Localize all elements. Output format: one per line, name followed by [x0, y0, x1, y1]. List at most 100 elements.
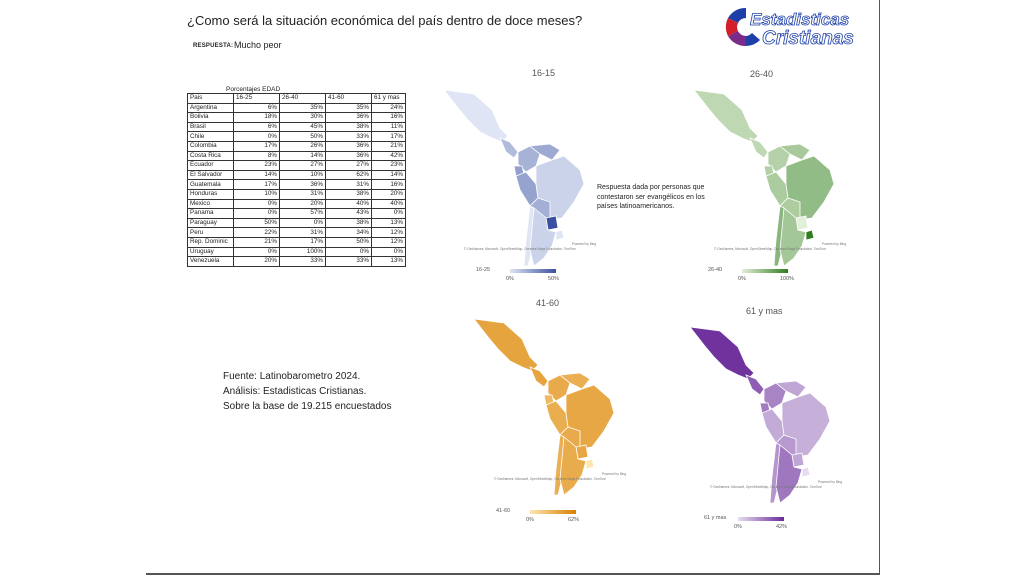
bottom-rule: [146, 573, 879, 574]
country-cell: El Salvador: [187, 169, 234, 181]
table-row: Mexico 0% 20% 40% 40%: [187, 198, 406, 210]
value-cell: 27%: [325, 160, 372, 171]
table-header-row: Pais 16-25 26-40 41-60 61 y mas: [187, 93, 406, 104]
map-credit-sources: © GeoNames, Microsoft, OpenStreetMap, Ov…: [710, 485, 822, 489]
map-credit-powered: Powered by Bing: [818, 480, 843, 484]
table-row: Panama 0% 57% 43% 0%: [187, 208, 406, 219]
country-region-argentina: [529, 207, 557, 267]
country-cell: Costa Rica: [187, 150, 234, 162]
country-region-uruguay: [801, 466, 811, 478]
value-cell: 20%: [279, 198, 326, 210]
value-cell: 0%: [233, 246, 280, 258]
value-cell: 45%: [279, 121, 326, 133]
legend-min: 0%: [734, 524, 742, 530]
table-row: Guatemala 17% 36% 31% 16%: [187, 179, 406, 190]
country-cell: Colombia: [187, 140, 234, 152]
value-cell: 10%: [279, 169, 326, 181]
value-cell: 35%: [325, 102, 372, 114]
value-cell: 62%: [325, 169, 372, 181]
country-region-mexico: [693, 89, 759, 143]
value-cell: 14%: [279, 150, 326, 162]
value-cell: 14%: [233, 169, 280, 181]
source-block: Fuente: Latinobarometro 2024. Análisis: …: [223, 369, 391, 414]
column-header: 41-60: [325, 93, 372, 104]
sample-line: Sobre la base de 19.215 encuestados: [223, 401, 392, 412]
value-cell: 17%: [279, 236, 326, 248]
value-cell: 33%: [279, 256, 326, 267]
choropleth-map-2: [473, 318, 615, 496]
country-region-central: [745, 374, 765, 396]
country-region-central: [499, 137, 519, 159]
column-header: 26-40: [279, 93, 326, 104]
value-cell: 27%: [279, 160, 326, 171]
table-row: Argentina 6% 35% 35% 24%: [187, 102, 406, 114]
table-row: Rep. Dominic 21% 17% 50% 12%: [187, 236, 406, 248]
value-cell: 36%: [325, 140, 372, 152]
slide-title: ¿Como será la situación económica del pa…: [187, 13, 583, 28]
value-cell: 24%: [371, 102, 406, 114]
value-cell: 10%: [233, 188, 280, 200]
value-cell: 50%: [279, 131, 326, 142]
value-cell: 23%: [233, 160, 280, 171]
value-cell: 18%: [233, 112, 280, 123]
table-row: Peru 22% 31% 34% 12%: [187, 227, 406, 238]
country-cell: Panama: [187, 208, 234, 219]
country-cell: Guatemala: [187, 179, 234, 190]
country-cell: Rep. Dominic: [187, 236, 234, 248]
map-credit-powered: Powered by Bing: [822, 242, 847, 246]
value-cell: 13%: [371, 256, 406, 267]
map-credit-sources: © GeoNames, Microsoft, OpenStreetMap, Ov…: [464, 247, 576, 251]
legend-min: 0%: [738, 276, 746, 282]
value-cell: 0%: [233, 208, 280, 219]
value-cell: 6%: [233, 102, 280, 114]
value-cell: 38%: [325, 217, 372, 229]
value-cell: 31%: [279, 227, 326, 238]
value-cell: 22%: [233, 227, 280, 238]
legend-max: 100%: [780, 276, 795, 282]
analysis-line: Análisis: Estadisticas Cristianas.: [223, 386, 367, 397]
table-caption: Porcentajes EDAD: [226, 86, 281, 93]
value-cell: 17%: [233, 179, 280, 190]
choropleth-map-1: [693, 89, 835, 267]
source-line: Fuente: Latinobarometro 2024.: [223, 371, 361, 382]
value-cell: 36%: [325, 150, 372, 162]
country-cell: Paraguay: [187, 217, 234, 229]
map-credit-sources: © GeoNames, Microsoft, OpenStreetMap, Ov…: [494, 477, 606, 481]
table-row: Paraguay 50% 0% 38% 13%: [187, 217, 406, 229]
table-row: Brasil 6% 45% 38% 11%: [187, 121, 406, 133]
legend-gradient-bar: [738, 517, 784, 521]
value-cell: 17%: [233, 140, 280, 152]
table-row: Honduras 10% 31% 38% 20%: [187, 188, 406, 200]
legend-max: 62%: [568, 517, 580, 523]
value-cell: 57%: [279, 208, 326, 219]
country-region-central: [749, 137, 769, 159]
table-row: Costa Rica 8% 14% 36% 42%: [187, 150, 406, 162]
country-cell: Venezuela: [187, 256, 234, 267]
value-cell: 23%: [371, 160, 406, 171]
legend-gradient-bar: [510, 269, 556, 273]
value-cell: 0%: [233, 198, 280, 210]
column-header: 61 y mas: [371, 93, 406, 104]
legend-label: 41-60: [496, 508, 511, 514]
country-cell: Uruguay: [187, 246, 234, 258]
country-region-argentina: [559, 436, 587, 496]
country-region-argentina: [775, 444, 803, 504]
value-cell: 8%: [233, 150, 280, 162]
value-cell: 0%: [279, 217, 326, 229]
value-cell: 50%: [325, 236, 372, 248]
country-region-venezuela: [774, 380, 807, 398]
value-cell: 6%: [233, 121, 280, 133]
map-credit-sources: © GeoNames, Microsoft, OpenStreetMap, Ov…: [714, 247, 826, 251]
country-region-argentina: [779, 207, 807, 267]
value-cell: 31%: [325, 179, 372, 190]
respuesta-value: Mucho peor: [234, 40, 282, 50]
value-cell: 21%: [371, 140, 406, 152]
legend-min: 0%: [506, 276, 514, 282]
value-cell: 17%: [371, 131, 406, 142]
country-cell: Bolivia: [187, 112, 234, 123]
map-title-41-60: 41-60: [536, 298, 560, 308]
legend-label: 26-40: [708, 267, 723, 273]
table-row: Bolivia 18% 30% 36% 16%: [187, 112, 406, 123]
map-credit-powered: Powered by Bing: [602, 472, 627, 476]
value-cell: 20%: [371, 188, 406, 200]
